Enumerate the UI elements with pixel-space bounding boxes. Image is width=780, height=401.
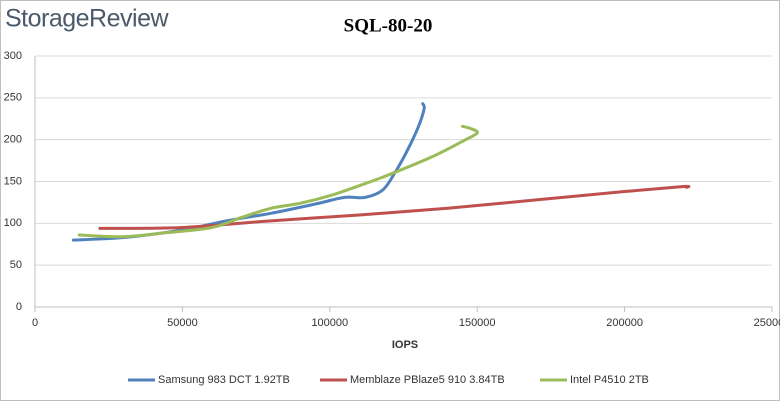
y-tick-label: 250 <box>4 92 22 104</box>
x-tick-label: 200000 <box>606 317 643 329</box>
legend-label: Samsung 983 DCT 1.92TB <box>158 374 290 386</box>
x-axis-label: IOPS <box>392 339 418 351</box>
x-tick-label: 50000 <box>167 317 198 329</box>
x-tick-label: 250000 <box>754 317 780 329</box>
x-tick-label: 100000 <box>311 317 348 329</box>
x-tick-label: 150000 <box>459 317 496 329</box>
series-line <box>98 184 691 230</box>
legend-label: Memblaze PBlaze5 910 3.84TB <box>350 374 505 386</box>
y-tick-label: 100 <box>4 217 22 229</box>
legend-label: Intel P4510 2TB <box>570 374 649 386</box>
y-tick-label: 300 <box>4 50 22 62</box>
chart-title: SQL-80-20 <box>344 15 433 36</box>
x-tick-label: 0 <box>32 317 38 329</box>
brand-logo: StorageReview <box>5 5 169 33</box>
y-tick-label: 200 <box>4 134 22 146</box>
y-tick-label: 50 <box>10 259 22 271</box>
y-tick-label: 0 <box>16 301 22 313</box>
y-tick-label: 150 <box>4 175 22 187</box>
series-line <box>77 124 479 239</box>
